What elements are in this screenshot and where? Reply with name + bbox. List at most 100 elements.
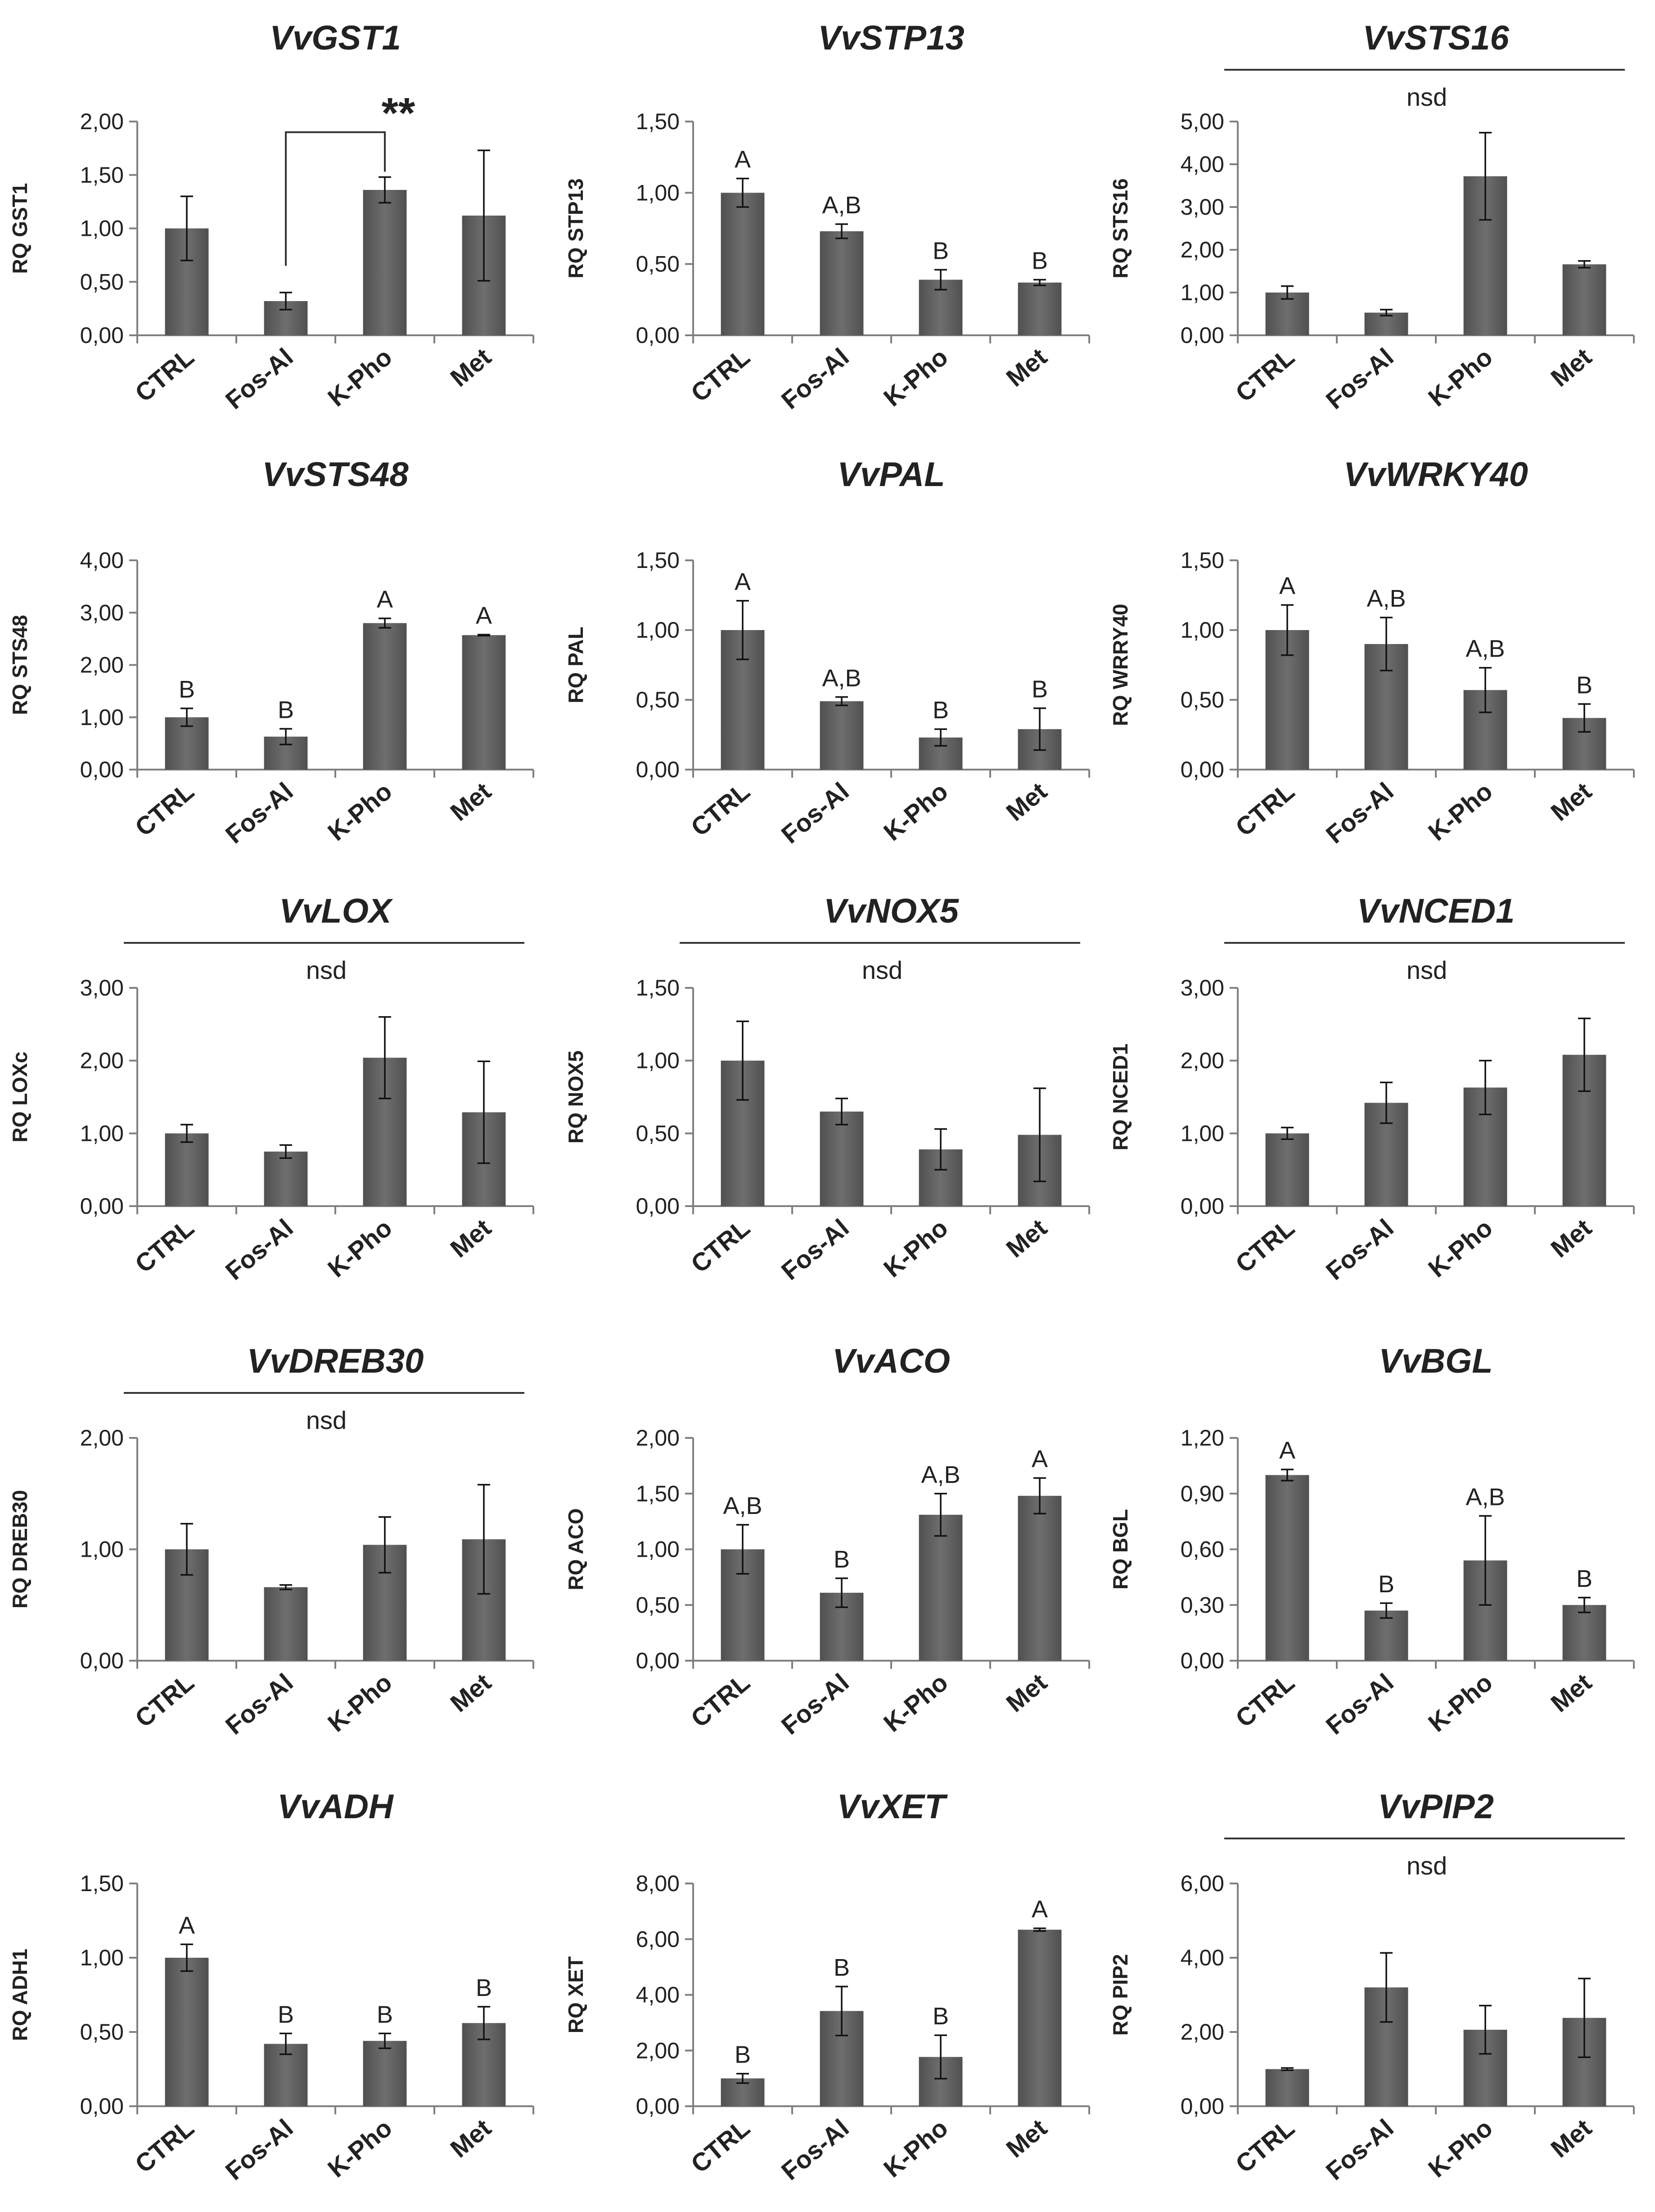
y-axis-label: RQ DREB30	[8, 1490, 32, 1608]
chart-title: VvACO	[832, 1342, 950, 1380]
x-tick-label: Fos-Al	[1321, 1213, 1399, 1285]
nsd-label: nsd	[306, 956, 347, 984]
y-tick-label: 1,00	[80, 1121, 124, 1146]
y-tick-label: 2,00	[1181, 237, 1224, 262]
y-tick-label: 1,50	[80, 162, 124, 188]
chart-title: VvGST1	[270, 19, 401, 57]
y-tick-label: 1,00	[80, 1945, 124, 1970]
significance-letter: B	[735, 2041, 751, 2068]
y-tick-label: 0,90	[1181, 1481, 1224, 1506]
chart-panel-vvpip2: VvPIP2 nsd 0,00 2,00 4,00 6,00 RQ PIP2 CTRL Fos-…	[1109, 1788, 1635, 2185]
chart-panel-vvnox5: VvNOX5 nsd 0,00 0,50 1,00 1,50 RQ NOX5 CTRL Fos-…	[564, 892, 1090, 1285]
y-axis-label: RQ GST1	[8, 183, 32, 274]
x-tick-label: Fos-Al	[220, 1213, 298, 1285]
significance-letter: B	[1032, 676, 1048, 703]
x-tick-label: K-Pho	[322, 777, 397, 846]
bar	[820, 231, 864, 335]
y-tick-label: 0,00	[80, 2094, 124, 2119]
y-tick-label: 1,00	[80, 1537, 124, 1562]
bar	[1265, 1133, 1309, 1206]
significance-letter: B	[278, 696, 294, 723]
bar	[820, 1111, 864, 1206]
y-tick-label: 1,00	[636, 617, 680, 643]
y-tick-label: 3,00	[80, 600, 124, 625]
x-tick-label: CTRL	[685, 2113, 755, 2178]
y-tick-label: 0,50	[1181, 687, 1224, 712]
bar	[264, 1587, 308, 1661]
y-tick-label: 1,50	[636, 975, 680, 1000]
significance-letter: B	[1032, 248, 1048, 275]
y-tick-label: 1,50	[1181, 548, 1224, 573]
nsd-label: nsd	[1407, 956, 1447, 984]
x-tick-label: K-Pho	[322, 1213, 397, 1283]
x-tick-label: K-Pho	[322, 342, 397, 412]
y-tick-label: 0,00	[80, 1648, 124, 1673]
y-tick-label: 4,00	[1181, 1945, 1224, 1970]
x-tick-label: K-Pho	[1423, 1668, 1498, 1737]
x-tick-label: CTRL	[685, 777, 755, 842]
y-tick-label: 0,00	[636, 1194, 680, 1219]
y-tick-label: 3,00	[1181, 975, 1224, 1000]
significance-letter: A,B	[822, 665, 861, 692]
x-tick-label: Met	[1001, 777, 1052, 826]
bar	[820, 701, 864, 770]
x-tick-label: Met	[1545, 1668, 1596, 1717]
y-axis-label: RQ NOX5	[564, 1050, 587, 1144]
y-axis-label: RQ NCED1	[1109, 1044, 1132, 1151]
y-tick-label: 0,00	[80, 323, 124, 348]
x-tick-label: K-Pho	[878, 342, 953, 412]
y-axis-label: RQ STS48	[8, 615, 32, 715]
x-tick-label: Met	[445, 1668, 496, 1717]
significance-letter: A,B	[723, 1492, 762, 1519]
y-tick-label: 4,00	[636, 1982, 680, 2008]
x-tick-label: Fos-Al	[776, 777, 854, 849]
y-tick-label: 1,00	[636, 1048, 680, 1073]
bar	[363, 623, 407, 770]
significance-letter: A	[1032, 1896, 1048, 1923]
significance-letter: B	[1378, 1571, 1394, 1598]
y-tick-label: 0,00	[1181, 1648, 1224, 1673]
y-tick-label: 2,00	[80, 1425, 124, 1451]
bar	[1018, 1496, 1062, 1661]
y-tick-label: 0,50	[80, 2019, 124, 2045]
y-tick-label: 1,00	[80, 705, 124, 730]
significance-letter: B	[834, 1546, 850, 1573]
chart-panel-vvsts48: VvSTS48 0,00 1,00 2,00 3,00 4,00 RQ STS48 B CTRL…	[8, 455, 534, 849]
chart-title: VvSTS16	[1362, 19, 1509, 57]
chart-panel-vvpal: VvPAL 0,00 0,50 1,00 1,50 RQ PAL A CTRL A,B Fos-A…	[564, 455, 1090, 849]
significance-letter: A	[377, 586, 393, 613]
x-tick-label: CTRL	[685, 342, 755, 407]
bar	[1018, 1929, 1062, 2106]
x-tick-label: CTRL	[1230, 342, 1300, 407]
y-tick-label: 1,00	[1181, 617, 1224, 643]
nsd-label: nsd	[1407, 1852, 1447, 1880]
x-tick-label: Fos-Al	[1321, 1668, 1399, 1740]
y-axis-label: RQ STS16	[1109, 178, 1132, 278]
bar	[1562, 1605, 1606, 1661]
chart-panel-vvaco: VvACO 0,00 0,50 1,00 1,50 2,00 RQ ACO A,B CTRL B F…	[564, 1342, 1090, 1740]
chart-panel-vvsts16: VvSTS16 nsd 0,00 1,00 2,00 3,00 4,00 5,00 RQ STS…	[1109, 19, 1635, 414]
significance-letter: A	[735, 568, 751, 595]
y-tick-label: 2,00	[1181, 2019, 1224, 2045]
chart-panel-vvdreb30: VvDREB30 nsd 0,00 1,00 2,00 RQ DREB30 CTRL Fos-…	[8, 1342, 534, 1740]
y-tick-label: 0,00	[1181, 757, 1224, 782]
y-tick-label: 0,00	[80, 757, 124, 782]
x-tick-label: K-Pho	[1423, 342, 1498, 412]
x-tick-label: Met	[445, 2113, 496, 2163]
y-tick-label: 0,00	[636, 1648, 680, 1673]
x-tick-label: CTRL	[685, 1668, 755, 1733]
x-tick-label: CTRL	[130, 342, 199, 407]
chart-panel-vvlox: VvLOX nsd 0,00 1,00 2,00 3,00 RQ LOXc CTRL Fos-A…	[8, 892, 534, 1285]
y-tick-label: 1,50	[636, 1481, 680, 1506]
chart-title: VvADH	[277, 1788, 394, 1826]
y-tick-label: 0,30	[1181, 1592, 1224, 1617]
nsd-label: nsd	[1407, 83, 1447, 111]
chart-panel-vvbgl: VvBGL 0,00 0,30 0,60 0,90 1,20 RQ BGL A CTRL B Fos…	[1109, 1342, 1635, 1740]
significance-letter: B	[377, 2001, 393, 2028]
x-tick-label: Met	[1545, 2113, 1596, 2163]
chart-title: VvNOX5	[824, 892, 960, 930]
x-tick-label: K-Pho	[878, 1668, 953, 1737]
significance-letter: B	[1576, 671, 1592, 698]
x-tick-label: K-Pho	[322, 1668, 397, 1737]
chart-panel-vvnced1: VvNCED1 nsd 0,00 1,00 2,00 3,00 RQ NCED1 CTRL Fo…	[1109, 892, 1635, 1285]
